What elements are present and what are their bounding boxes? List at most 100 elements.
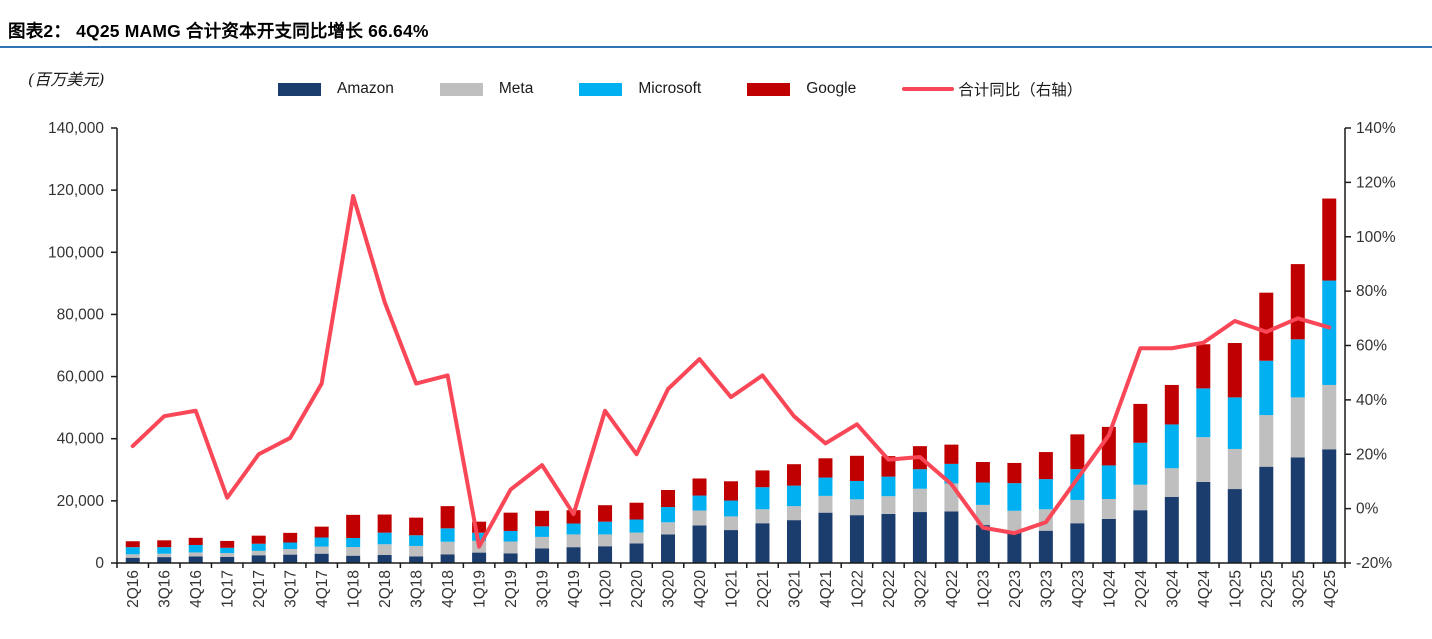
- microsoft-swatch-icon: [579, 82, 623, 96]
- x-axis-label: 4Q20: [692, 570, 709, 608]
- bar-segment-microsoft: [692, 495, 707, 511]
- bar-segment-google: [1259, 292, 1274, 361]
- bar-segment-microsoft: [1164, 424, 1179, 469]
- x-axis-label: 1Q19: [472, 570, 489, 608]
- bar-segment-meta: [125, 554, 140, 558]
- bar-segment-meta: [377, 544, 392, 556]
- y-axis-left-tick-label: 0: [95, 555, 104, 572]
- bar-segment-meta: [598, 534, 613, 547]
- bar-segment-meta: [755, 509, 770, 524]
- bar-segment-amazon: [157, 557, 172, 563]
- bar-segment-amazon: [1070, 523, 1085, 563]
- bar-segment-google: [157, 540, 172, 548]
- bar-segment-microsoft: [1196, 388, 1211, 438]
- x-axis-label: 1Q25: [1227, 570, 1244, 608]
- bar-segment-microsoft: [314, 537, 329, 547]
- bar-segment-amazon: [125, 557, 140, 563]
- bar-segment-google: [724, 481, 738, 501]
- bar-segment-microsoft: [661, 507, 676, 523]
- x-axis-label: 2Q19: [503, 570, 520, 608]
- y-axis-right-tick-label: 140%: [1356, 120, 1396, 137]
- bar-segment-amazon: [251, 555, 266, 563]
- y-axis-left-tick-label: 120,000: [48, 182, 104, 199]
- bar-segment-amazon: [944, 511, 959, 563]
- yoy-line-swatch-icon: [902, 87, 955, 91]
- chart-title: 图表2： 4Q25 MAMG 合计资本开支同比增长 66.64%: [8, 21, 429, 41]
- x-axis-label: 4Q21: [818, 570, 835, 608]
- x-axis-label: 3Q17: [283, 570, 300, 608]
- x-axis-label: 2Q22: [881, 570, 898, 608]
- bar-segment-amazon: [283, 554, 298, 563]
- bar-segment-amazon: [1322, 449, 1337, 563]
- bar-segment-microsoft: [629, 519, 644, 533]
- bar-segment-amazon: [440, 554, 455, 563]
- bar-segment-microsoft: [912, 469, 927, 489]
- bar-segment-microsoft: [786, 485, 801, 507]
- x-axis-label: 1Q17: [220, 570, 237, 608]
- bar-segment-microsoft: [818, 477, 833, 496]
- bar-segment-meta: [1290, 397, 1305, 458]
- bar-segment-amazon: [1164, 496, 1179, 563]
- bar-segment-microsoft: [1227, 397, 1242, 449]
- bar-segment-meta: [786, 506, 801, 521]
- google-swatch-icon: [747, 82, 791, 96]
- bar-segment-google: [125, 541, 140, 548]
- x-axis-label: 2Q21: [755, 570, 772, 608]
- bar-segment-microsoft: [251, 543, 266, 551]
- bar-segment-google: [283, 532, 298, 543]
- bar-segment-google: [409, 517, 424, 536]
- bar-segment-google: [755, 470, 770, 488]
- bar-segment-meta: [1259, 415, 1274, 467]
- bar-segment-amazon: [346, 555, 361, 563]
- bar-segment-amazon: [1227, 489, 1242, 563]
- amazon-swatch-icon: [278, 82, 321, 96]
- bar-segment-amazon: [755, 523, 770, 563]
- title-rule: [0, 46, 1432, 48]
- bar-segment-microsoft: [125, 547, 140, 555]
- bar-segment-meta: [251, 550, 266, 556]
- x-axis-label: 4Q23: [1070, 570, 1087, 608]
- bar-segment-amazon: [975, 525, 990, 563]
- bar-segment-microsoft: [535, 526, 550, 537]
- legend-item-microsoft: Microsoft: [579, 80, 701, 98]
- bar-segment-meta: [881, 496, 896, 514]
- bar-segment-amazon: [912, 512, 927, 563]
- y-axis-left-tick-label: 140,000: [48, 120, 104, 137]
- bar-segment-microsoft: [377, 532, 392, 545]
- y-axis-right-tick-label: -20%: [1356, 555, 1392, 572]
- x-axis-label: 2Q23: [1007, 570, 1024, 608]
- x-axis-label: 1Q23: [975, 570, 992, 608]
- legend-item-amazon: Amazon: [278, 80, 394, 98]
- bar-segment-meta: [535, 536, 550, 549]
- bar-segment-google: [1196, 344, 1211, 389]
- bar-segment-microsoft: [849, 480, 864, 500]
- bar-segment-google: [786, 464, 801, 486]
- x-axis-label: 2Q16: [125, 570, 142, 608]
- bar-segment-microsoft: [1259, 360, 1274, 416]
- bar-segment-amazon: [1196, 481, 1211, 563]
- bar-segment-microsoft: [503, 530, 518, 542]
- bar-segment-meta: [818, 495, 833, 513]
- bar-segment-google: [1322, 198, 1337, 281]
- bar-segment-meta: [346, 546, 361, 556]
- bar-segment-amazon: [503, 553, 518, 563]
- bar-segment-microsoft: [1133, 442, 1148, 485]
- x-axis-label: 2Q25: [1259, 570, 1276, 608]
- bar-segment-google: [849, 455, 864, 481]
- bar-segment-meta: [283, 549, 298, 555]
- bar-segment-amazon: [409, 556, 424, 563]
- bar-segment-meta: [314, 546, 329, 554]
- bar-segment-microsoft: [346, 537, 361, 547]
- bar-segment-google: [346, 514, 361, 538]
- y-axis-right-tick-label: 40%: [1356, 392, 1387, 409]
- bar-segment-microsoft: [220, 547, 235, 554]
- bar-segment-microsoft: [409, 535, 424, 546]
- bar-segment-meta: [1070, 499, 1085, 524]
- bar-segment-microsoft: [1322, 280, 1337, 385]
- bar-segment-google: [314, 526, 329, 538]
- bar-segment-google: [1038, 452, 1053, 480]
- bar-segment-microsoft: [881, 476, 896, 497]
- bar-segment-amazon: [1259, 466, 1274, 563]
- x-axis-label: 1Q22: [849, 570, 866, 608]
- bar-segment-google: [188, 537, 203, 545]
